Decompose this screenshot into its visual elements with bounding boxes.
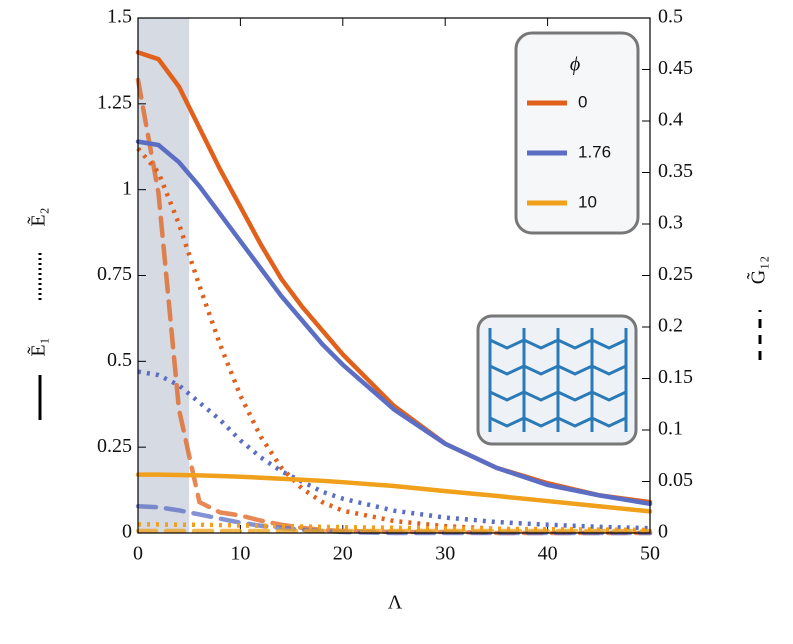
y-tick-label: 1 (122, 177, 132, 199)
y2-tick-label: 0.25 (658, 263, 693, 285)
y2-tick-label: 0.45 (658, 57, 693, 79)
y2-tick-label: 0.15 (658, 366, 693, 388)
y2-tick-label: 0 (658, 521, 668, 543)
y-tick-label: 1.25 (97, 91, 132, 113)
x-label: Λ (388, 592, 403, 614)
x-tick-label: 30 (435, 543, 455, 565)
x-tick-label: 40 (538, 543, 558, 565)
y2-tick-label: 0.35 (658, 160, 693, 182)
y2-label-text: G̃₁₂ (746, 256, 770, 284)
x-tick-label: 50 (640, 543, 660, 565)
line-e1 (135, 139, 653, 507)
y2-tick-label: 0.3 (658, 212, 683, 234)
y2-tick-label: 0.5 (658, 6, 683, 28)
line-e2 (138, 522, 651, 533)
y-tick-label: 0.25 (97, 435, 132, 457)
y-tick-label: 1.5 (107, 6, 132, 28)
legend-title: ϕ (570, 54, 580, 76)
y-label-e2: Ẽ₂ (26, 207, 50, 226)
plot-area (135, 17, 653, 536)
y-tick-label: 0 (122, 521, 132, 543)
legend-frame (514, 31, 640, 235)
x-tick-label: 20 (333, 543, 353, 565)
y2-tick-label: 0.05 (658, 469, 693, 491)
line-e1 (135, 472, 653, 514)
legend-label: 0 (578, 92, 587, 111)
y-label-e1: Ẽ₁ (26, 337, 50, 356)
lattice-inset (476, 314, 638, 446)
legend-label: 10 (578, 192, 597, 211)
plot-frame (137, 17, 651, 534)
y2-label: G̃₁₂ (746, 256, 770, 360)
y2-tick-label: 0.1 (658, 418, 683, 440)
shaded-region (138, 18, 190, 533)
y-tick-label: 0.75 (97, 263, 132, 285)
y-tick-label: 0.5 (107, 349, 132, 371)
y-label: Ẽ₁ Ẽ₂ (26, 207, 50, 420)
y2-tick-label: 0.4 (658, 109, 683, 131)
legend: ϕ 0 1.76 10 (514, 31, 640, 235)
legend-label: 1.76 (578, 142, 611, 161)
x-tick-label: 10 (230, 543, 250, 565)
x-tick-label: 0 (133, 543, 143, 565)
y2-tick-label: 0.2 (658, 315, 683, 337)
